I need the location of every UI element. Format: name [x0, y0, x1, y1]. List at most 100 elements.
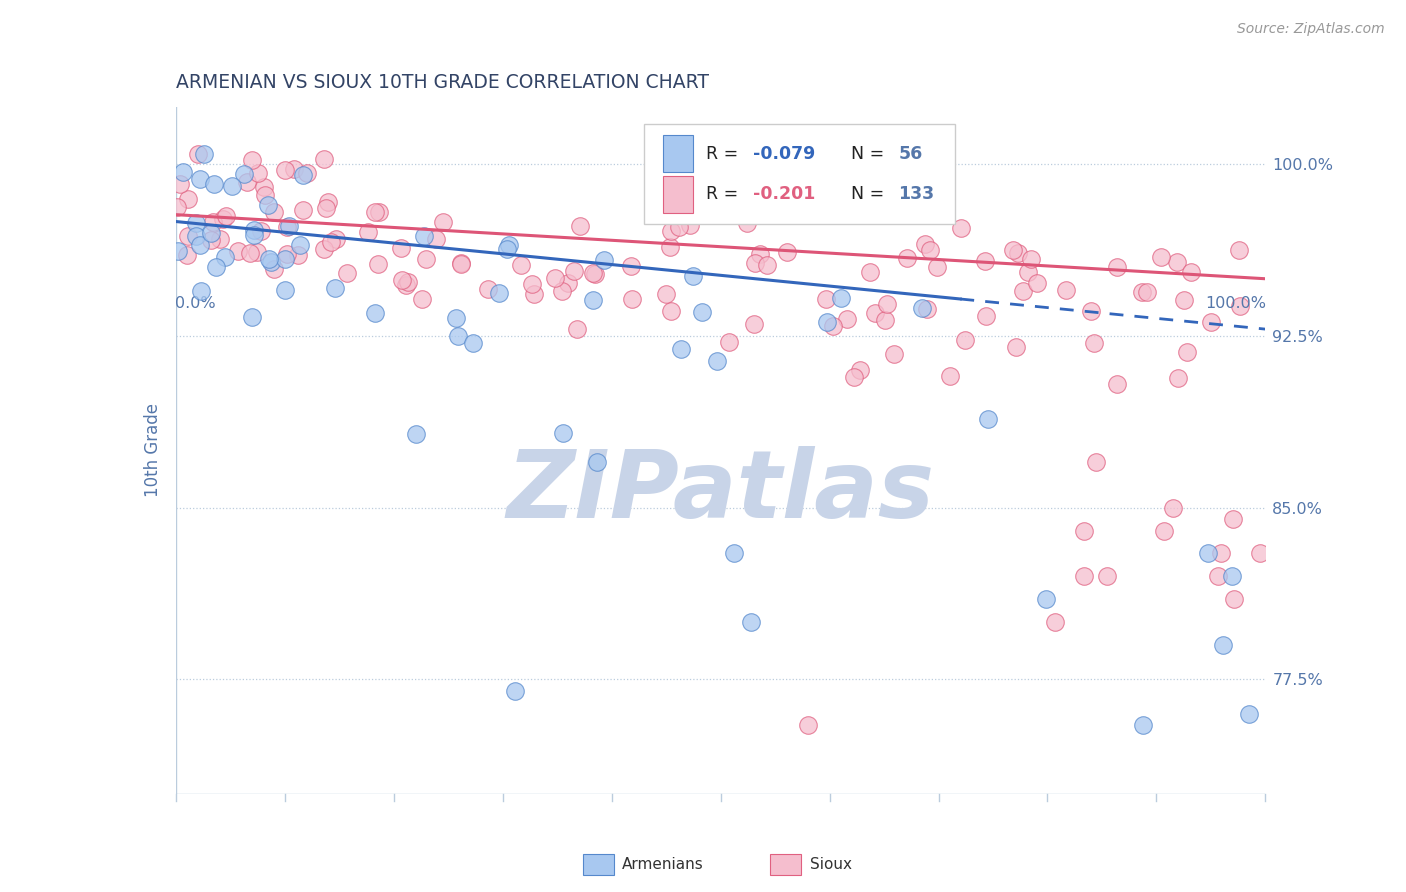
Text: ZIPatlas: ZIPatlas: [506, 446, 935, 538]
Point: [364, 204, 387, 219]
Point: [1073, 524, 1095, 538]
Point: [190, 284, 212, 298]
Point: [1206, 569, 1229, 583]
Point: [316, 194, 339, 209]
Y-axis label: 10th Grade: 10th Grade: [143, 403, 162, 498]
Point: [1105, 260, 1128, 275]
Point: [1132, 718, 1154, 732]
Point: [510, 258, 533, 272]
Point: [1222, 512, 1244, 526]
Point: [883, 347, 905, 361]
Point: [523, 287, 546, 301]
Text: N =: N =: [852, 186, 890, 203]
Point: [166, 200, 188, 214]
Point: [202, 177, 225, 191]
Point: [592, 253, 614, 268]
Point: [413, 228, 436, 243]
Point: [314, 152, 336, 166]
Point: [876, 297, 898, 311]
Text: R =: R =: [706, 186, 744, 203]
Point: [682, 268, 704, 283]
Text: Armenians: Armenians: [621, 857, 703, 871]
Point: [186, 216, 208, 230]
Point: [655, 287, 678, 301]
Point: [246, 245, 269, 260]
Point: [260, 255, 283, 269]
Point: [567, 322, 589, 336]
Point: [425, 232, 447, 246]
Point: [830, 291, 852, 305]
Point: [582, 293, 605, 307]
Point: [717, 335, 740, 350]
Point: [172, 165, 194, 179]
Point: [292, 203, 315, 218]
Point: [586, 455, 609, 469]
Point: [367, 205, 389, 219]
Point: [364, 305, 387, 319]
Point: [620, 259, 643, 273]
Point: [859, 265, 882, 279]
Text: -0.201: -0.201: [754, 186, 815, 203]
Point: [395, 278, 418, 293]
Point: [1167, 371, 1189, 385]
Point: [186, 229, 208, 244]
Point: [1083, 336, 1105, 351]
Point: [863, 305, 886, 319]
Point: [925, 260, 948, 275]
Point: [814, 293, 837, 307]
Text: 100.0%: 100.0%: [1205, 296, 1267, 311]
Point: [396, 275, 419, 289]
Point: [659, 304, 682, 318]
Point: [796, 718, 818, 732]
Point: [815, 315, 838, 329]
Point: [254, 188, 277, 202]
Point: [658, 239, 681, 253]
Point: [1054, 283, 1077, 297]
Point: [742, 317, 765, 331]
Point: [200, 226, 222, 240]
Point: [236, 175, 259, 189]
Text: Source: ZipAtlas.com: Source: ZipAtlas.com: [1237, 22, 1385, 37]
Point: [671, 342, 693, 356]
Point: [557, 276, 579, 290]
Point: [498, 238, 520, 252]
Point: [243, 223, 266, 237]
Point: [583, 267, 606, 281]
Point: [389, 241, 412, 255]
Point: [450, 256, 472, 270]
Point: [911, 301, 934, 316]
Point: [551, 426, 574, 441]
Point: [1229, 299, 1251, 313]
Point: [204, 260, 226, 274]
Point: [1097, 569, 1119, 583]
Point: [1130, 285, 1153, 300]
Point: [276, 247, 298, 261]
Point: [202, 215, 225, 229]
Point: [263, 205, 285, 219]
Point: [283, 161, 305, 176]
Point: [315, 201, 337, 215]
Point: [188, 237, 211, 252]
Point: [319, 235, 342, 249]
Point: [1080, 304, 1102, 318]
Point: [176, 192, 198, 206]
Point: [582, 266, 605, 280]
FancyBboxPatch shape: [770, 854, 801, 875]
Text: Sioux: Sioux: [810, 857, 852, 871]
Point: [1180, 265, 1202, 279]
Point: [562, 264, 585, 278]
Point: [405, 427, 427, 442]
Point: [367, 257, 389, 271]
Point: [842, 370, 865, 384]
Text: ARMENIAN VS SIOUX 10TH GRADE CORRELATION CHART: ARMENIAN VS SIOUX 10TH GRADE CORRELATION…: [176, 72, 709, 92]
Point: [287, 248, 309, 262]
Point: [240, 310, 263, 324]
Point: [1197, 546, 1219, 561]
Point: [323, 280, 346, 294]
Point: [690, 305, 713, 319]
Point: [1035, 592, 1057, 607]
Point: [1161, 500, 1184, 515]
Point: [679, 218, 702, 232]
Point: [1150, 251, 1173, 265]
Point: [837, 312, 859, 326]
